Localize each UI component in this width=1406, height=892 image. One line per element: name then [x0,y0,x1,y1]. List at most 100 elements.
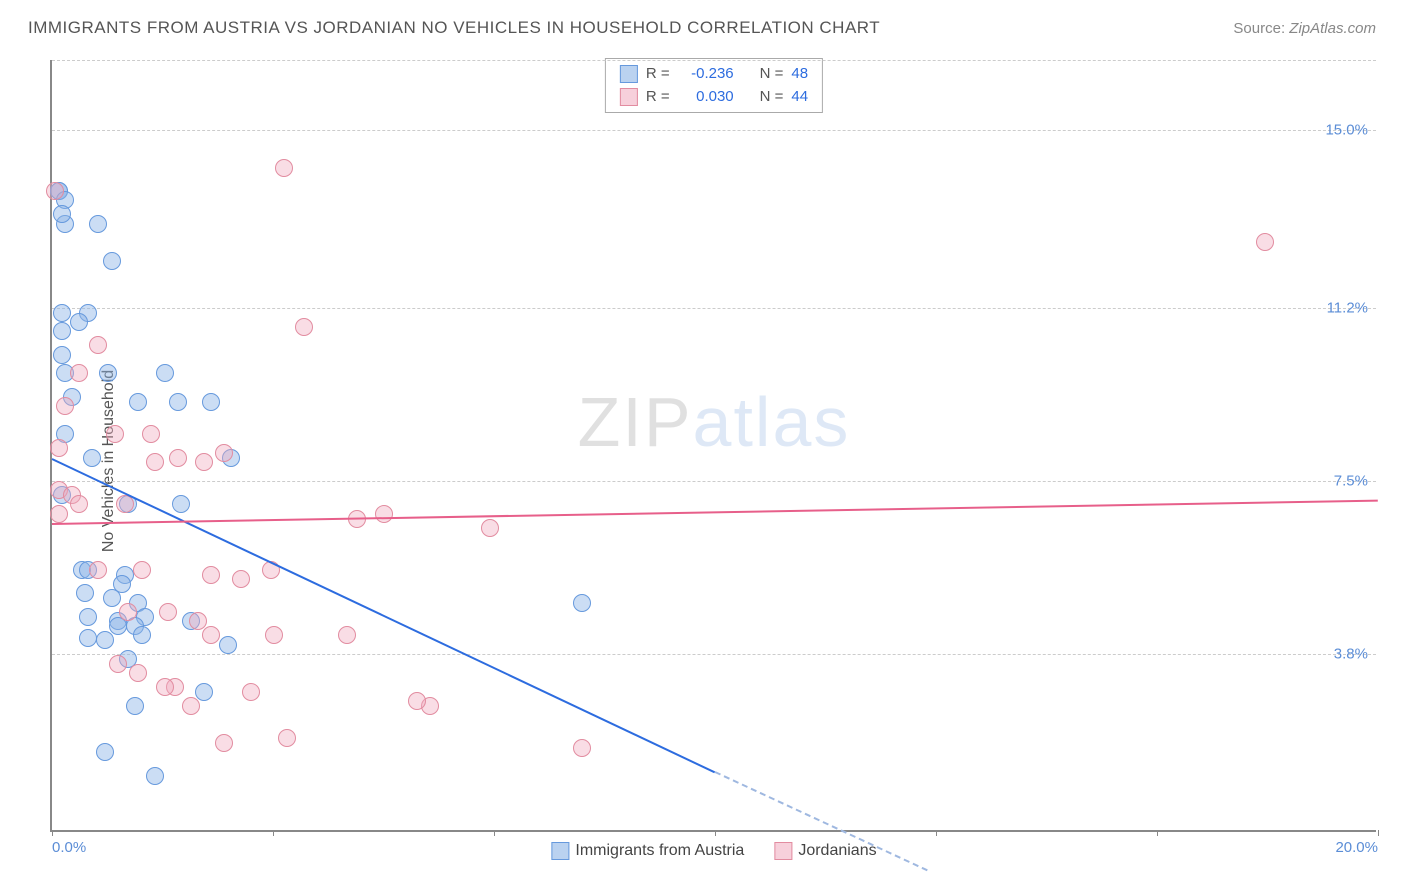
legend-item: Jordanians [774,842,876,860]
data-point [89,215,107,233]
legend-stat-row: R = -0.236 N = 48 [620,63,808,86]
data-point [169,449,187,467]
data-point [156,678,174,696]
data-point [53,322,71,340]
legend-swatch [774,842,792,860]
data-point [133,561,151,579]
data-point [573,594,591,612]
data-point [50,439,68,457]
data-point [83,449,101,467]
data-point [169,393,187,411]
x-tick-mark [1378,830,1379,836]
gridline [52,60,1376,61]
legend-label: Jordanians [798,842,876,859]
data-point [76,584,94,602]
data-point [573,739,591,757]
data-point [202,393,220,411]
data-point [1256,233,1274,251]
data-point [375,505,393,523]
data-point [126,697,144,715]
n-value: 48 [791,63,808,86]
data-point [195,453,213,471]
data-point [103,252,121,270]
data-point [70,313,88,331]
y-tick-label: 7.5% [1334,473,1368,490]
data-point [96,743,114,761]
r-label: R = [646,86,670,109]
series-legend: Immigrants from Austria Jordanians [551,842,876,860]
source-label: Source: [1233,20,1285,37]
data-point [146,453,164,471]
data-point [146,767,164,785]
data-point [50,505,68,523]
x-tick-mark [52,830,53,836]
x-tick-mark [494,830,495,836]
x-tick-mark [936,830,937,836]
legend-swatch [620,65,638,83]
data-point [96,631,114,649]
data-point [70,364,88,382]
watermark: ZIPatlas [578,382,851,462]
data-point [219,636,237,654]
data-point [242,683,260,701]
trend-line [52,500,1378,525]
data-point [79,608,97,626]
watermark-atlas: atlas [693,383,851,461]
source-name: ZipAtlas.com [1289,20,1376,37]
legend-swatch [551,842,569,860]
n-label: N = [760,86,784,109]
data-point [109,655,127,673]
plot-area: ZIPatlas R =-0.236N =48R =0.030N =44 Imm… [50,60,1376,832]
n-value: 44 [791,86,808,109]
chart-container: No Vehicles in Household ZIPatlas R =-0.… [28,50,1376,872]
data-point [338,626,356,644]
data-point [215,444,233,462]
data-point [53,346,71,364]
data-point [46,182,64,200]
data-point [215,734,233,752]
x-tick-mark [1157,830,1158,836]
gridline [52,308,1376,309]
data-point [156,364,174,382]
data-point [89,336,107,354]
data-point [202,566,220,584]
y-tick-label: 3.8% [1334,646,1368,663]
data-point [172,495,190,513]
data-point [89,561,107,579]
data-point [275,159,293,177]
data-point [53,205,71,223]
r-value: 0.030 [678,86,734,109]
r-value: -0.236 [678,63,734,86]
chart-title: IMMIGRANTS FROM AUSTRIA VS JORDANIAN NO … [28,18,880,38]
r-label: R = [646,63,670,86]
legend-label: Immigrants from Austria [575,842,744,859]
data-point [79,629,97,647]
watermark-zip: ZIP [578,383,693,461]
legend-stat-row: R = 0.030 N = 44 [620,86,808,109]
data-point [113,575,131,593]
data-point [53,304,71,322]
source-attribution: Source: ZipAtlas.com [1233,20,1376,37]
gridline [52,654,1376,655]
stats-legend: R = -0.236 N = 48 R = 0.030 N = 44 [605,58,823,113]
legend-item: Immigrants from Austria [551,842,744,860]
gridline [52,130,1376,131]
data-point [116,495,134,513]
data-point [481,519,499,537]
data-point [70,495,88,513]
data-point [129,393,147,411]
legend-swatch [620,88,638,106]
data-point [99,364,117,382]
x-tick-label: 20.0% [1335,839,1378,856]
x-tick-mark [715,830,716,836]
data-point [182,697,200,715]
data-point [159,603,177,621]
data-point [195,683,213,701]
data-point [119,603,137,621]
gridline [52,481,1376,482]
x-tick-mark [273,830,274,836]
n-label: N = [760,63,784,86]
data-point [408,692,426,710]
data-point [129,664,147,682]
data-point [133,626,151,644]
